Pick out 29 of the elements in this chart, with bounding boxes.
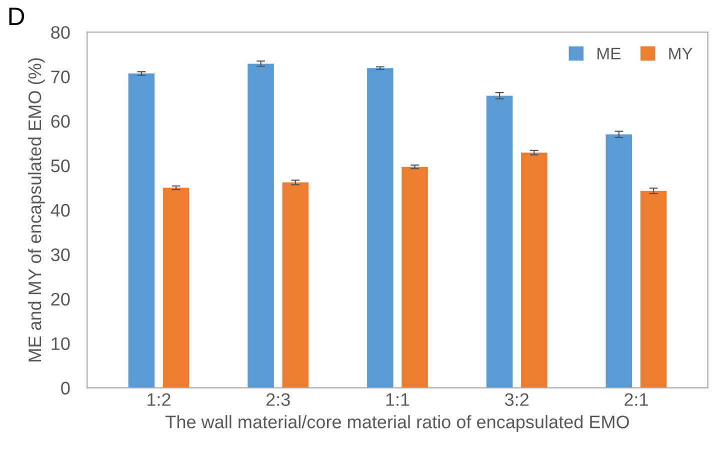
y-tick-label: 60 (51, 114, 70, 128)
bar (521, 152, 548, 388)
y-axis-title: ME and MY of encapsulated EMO (%) (28, 58, 45, 362)
x-axis-title: The wall material/core material ratio of encapsulated EMO (166, 415, 629, 432)
bar (486, 96, 513, 388)
x-tick-label: 1:2 (148, 393, 170, 406)
y-tick-label: 10 (52, 337, 70, 350)
bar (162, 188, 190, 388)
bar (606, 134, 632, 388)
y-tick-label: 30 (51, 248, 70, 262)
y-tick-label: 0 (61, 382, 70, 395)
bar (282, 182, 309, 388)
y-tick-label: 50 (51, 159, 70, 172)
bar (367, 68, 394, 388)
y-tick-label: 80 (51, 26, 70, 39)
y-tick-label: 20 (51, 292, 70, 306)
y-tick-label: 40 (50, 204, 70, 217)
legend-label: ME (598, 48, 620, 60)
bar (248, 64, 274, 388)
x-tick-label: 2:1 (624, 393, 648, 406)
text: D (9, 8, 24, 25)
y-tick-label: 70 (51, 70, 70, 84)
x-tick-label: 1:1 (386, 393, 410, 406)
bar (640, 190, 667, 388)
legend-label: MY (669, 48, 692, 60)
bar (128, 73, 155, 388)
x-tick-label: 3:2 (504, 393, 528, 406)
x-tick-label: 2:3 (266, 393, 290, 406)
bar (402, 166, 428, 388)
